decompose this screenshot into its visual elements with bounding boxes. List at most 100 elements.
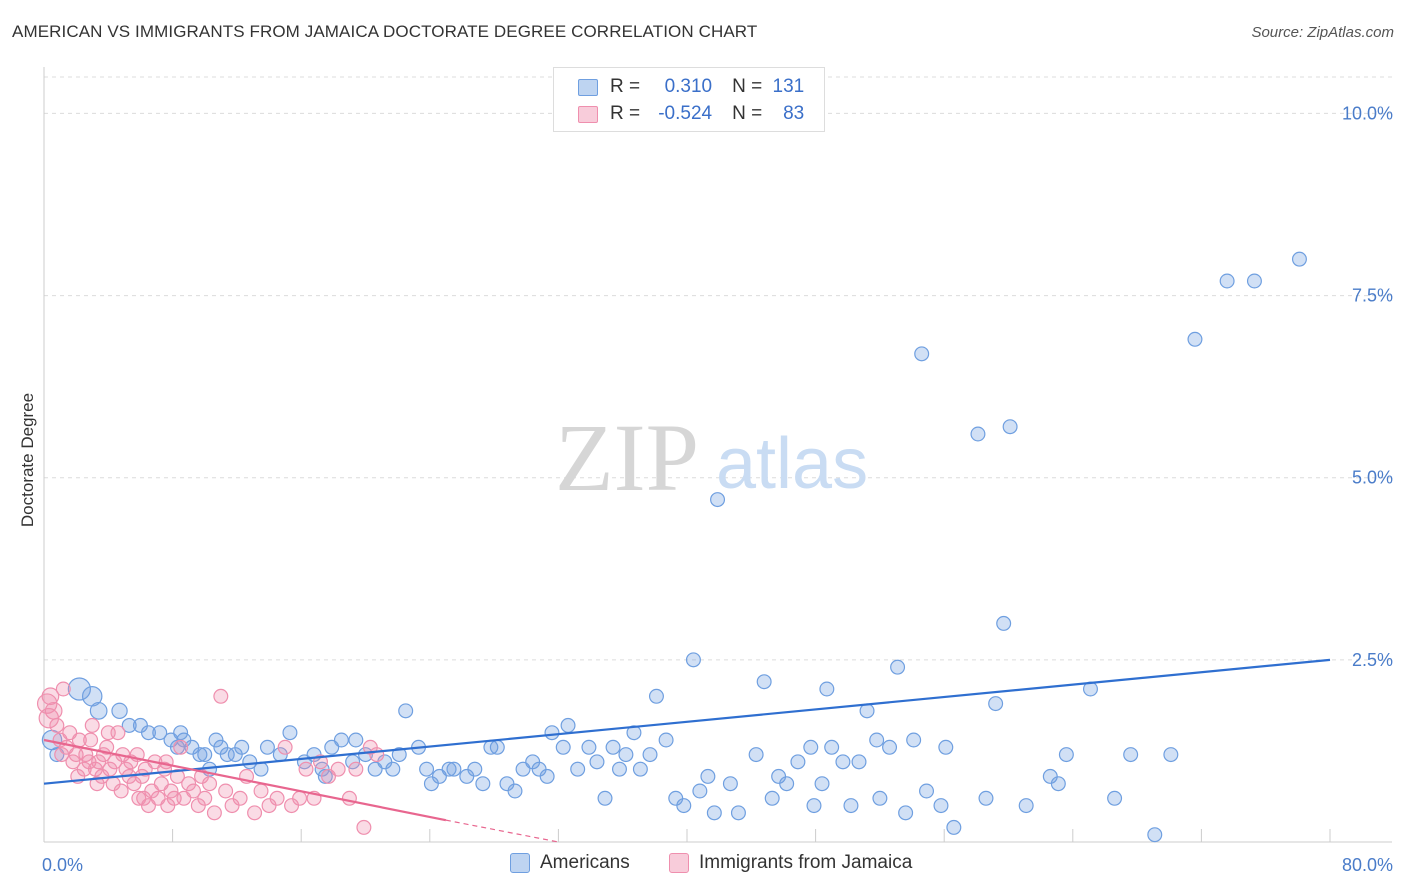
jamaica-points: [36, 681, 385, 835]
americans-point: [1123, 747, 1139, 763]
americans-point: [219, 747, 235, 763]
americans-point: [475, 776, 491, 792]
jamaica-swatch: [669, 853, 689, 873]
jamaica-point: [91, 754, 107, 770]
jamaica-point: [54, 747, 70, 763]
americans-point: [446, 761, 462, 777]
jamaica-point: [218, 783, 234, 799]
americans-point: [385, 761, 401, 777]
americans-point: [938, 739, 954, 755]
jamaica-point: [55, 681, 71, 697]
legend-label: Americans: [540, 852, 630, 873]
watermark: ZIP atlas: [555, 404, 868, 511]
jamaica-point: [181, 776, 197, 792]
jamaica-point: [269, 790, 285, 806]
americans-point: [700, 768, 716, 784]
americans-point: [859, 703, 875, 719]
jamaica-point: [173, 739, 189, 755]
americans-point: [111, 702, 128, 720]
americans-point: [933, 798, 949, 814]
stats-legend: R = 0.310 N = 131 R = -0.524 N = 83: [553, 67, 825, 132]
americans-point: [748, 747, 764, 763]
r-label: R =: [610, 103, 641, 124]
americans-point: [710, 492, 726, 508]
americans-point: [730, 805, 746, 821]
x-tick-label: 80.0%: [1342, 855, 1393, 875]
americans-point: [560, 717, 576, 733]
americans-point: [1107, 790, 1123, 806]
jamaica-point: [348, 761, 364, 777]
jamaica-point: [292, 790, 308, 806]
r-value: -0.524: [658, 103, 713, 124]
americans-point: [906, 732, 922, 748]
americans-point: [1050, 776, 1066, 792]
americans-point: [398, 703, 414, 719]
americans-point: [333, 732, 349, 748]
americans-swatch: [578, 78, 598, 96]
americans-point: [1018, 798, 1034, 814]
jamaica-point: [113, 783, 129, 799]
americans-point: [589, 754, 605, 770]
americans-point: [597, 790, 613, 806]
tick-labels: 2.5% 5.0% 7.5% 10.0% 0.0% 80.0%: [42, 103, 1393, 875]
jamaica-point: [136, 790, 152, 806]
americans-point: [790, 754, 806, 770]
americans-point: [467, 761, 483, 777]
n-value: 131: [772, 76, 805, 97]
americans-point: [642, 747, 658, 763]
series-legend: Americans Immigrants from Jamaica: [0, 852, 1406, 876]
jamaica-point: [65, 754, 81, 770]
n-label: N =: [732, 103, 763, 124]
americans-point: [756, 674, 772, 690]
jamaica-trend-extension: [445, 819, 559, 843]
jamaica-point: [232, 790, 248, 806]
americans-point: [676, 798, 692, 814]
legend-label: Immigrants from Jamaica: [699, 852, 913, 873]
americans-point: [843, 798, 859, 814]
americans-point: [764, 790, 780, 806]
americans-point: [869, 732, 885, 748]
americans-point: [489, 739, 505, 755]
americans-point: [824, 739, 840, 755]
jamaica-point: [83, 732, 99, 748]
americans-point: [348, 732, 364, 748]
americans-point: [358, 747, 373, 763]
jamaica-point: [206, 805, 222, 821]
americans-point: [648, 688, 664, 704]
americans-point: [1058, 747, 1074, 763]
americans-point: [851, 754, 867, 770]
americans-point: [988, 696, 1004, 712]
americans-point: [872, 790, 888, 806]
americans-point: [946, 819, 962, 835]
legend-item-americans[interactable]: Americans: [510, 852, 630, 874]
watermark-atlas: atlas: [716, 424, 868, 504]
americans-point: [419, 761, 435, 777]
americans-point: [581, 739, 597, 755]
jamaica-point: [213, 688, 229, 704]
americans-point: [779, 776, 795, 792]
americans-point: [282, 725, 298, 741]
legend-item-jamaica[interactable]: Immigrants from Jamaica: [669, 852, 912, 874]
jamaica-point: [41, 687, 60, 706]
americans-point: [152, 725, 168, 741]
americans-point: [544, 725, 560, 741]
americans-point: [914, 346, 930, 362]
americans-point: [898, 805, 914, 821]
americans-point: [89, 701, 108, 720]
jamaica-point: [163, 783, 179, 799]
americans-point: [658, 732, 674, 748]
americans-point: [208, 732, 224, 748]
jamaica-point: [102, 761, 118, 777]
y-tick-label: 7.5%: [1352, 286, 1393, 306]
americans-point: [1187, 331, 1203, 347]
americans-point: [970, 426, 986, 442]
americans-swatch: [510, 853, 530, 873]
americans-point: [814, 776, 830, 792]
jamaica-point: [100, 725, 116, 741]
jamaica-point: [369, 747, 385, 763]
jamaica-point: [247, 805, 263, 821]
americans-point: [1147, 827, 1163, 843]
chart-title: AMERICAN VS IMMIGRANTS FROM JAMAICA DOCT…: [12, 22, 758, 41]
americans-point: [555, 739, 571, 755]
n-label: N =: [732, 76, 763, 97]
